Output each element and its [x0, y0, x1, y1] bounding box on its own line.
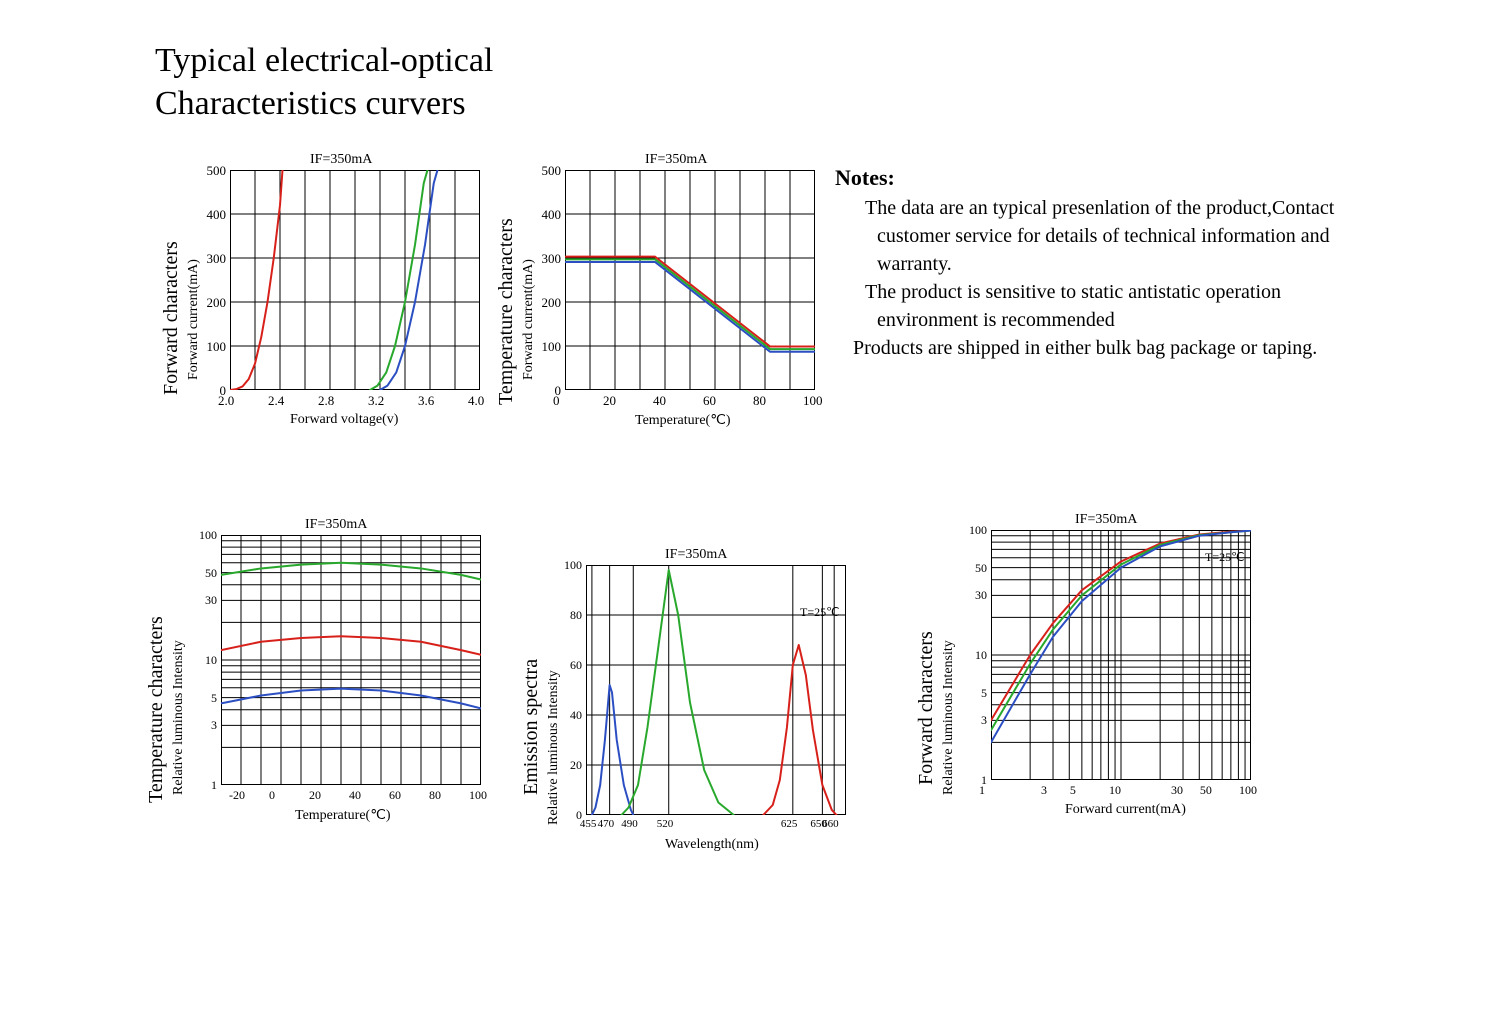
chart5-annot: T=25℃ — [1205, 550, 1245, 565]
chart5-xticks: 135103050100 — [991, 783, 1251, 799]
chart2-yticks: 0100200300400500 — [535, 170, 561, 390]
chart-forward-intensity: Forward characters Relative luminous Int… — [915, 510, 1285, 840]
notes-para-2: The product is sensitive to static antis… — [865, 278, 1355, 334]
chart3-outer-label: Temperature characters — [145, 616, 168, 803]
title-line2: Characteristics curvers — [155, 85, 466, 122]
notes-para-3: Products are shipped in either bulk bag … — [853, 334, 1355, 362]
chart1-plot — [230, 170, 480, 390]
chart1-yticks: 0100200300400500 — [200, 170, 226, 390]
chart3-inner-label: Relative luminous Intensity — [171, 640, 187, 795]
chart4-xlabel: Wavelength(nm) — [665, 837, 759, 853]
chart4-subtitle: IF=350mA — [665, 547, 727, 563]
chart3-plot — [221, 535, 481, 785]
chart3-subtitle: IF=350mA — [305, 517, 367, 533]
chart1-xticks: 2.02.42.83.23.64.0 — [230, 393, 480, 409]
chart-temp-intensity: Temperature characters Relative luminous… — [145, 515, 505, 845]
notes-block: Notes: The data are an typical presenlat… — [835, 163, 1355, 362]
chart2-xlabel: Temperature(℃) — [635, 412, 731, 429]
chart4-outer-label: Emission spectra — [520, 659, 543, 795]
chart1-xlabel: Forward voltage(v) — [290, 412, 398, 428]
chart4-plot — [586, 565, 846, 815]
chart3-yticks: 135103050100 — [191, 535, 217, 785]
chart1-subtitle: IF=350mA — [310, 152, 372, 168]
chart4-annot: T=25℃ — [800, 605, 840, 620]
page: Typical electrical-optical Characteristi… — [0, 0, 1500, 1013]
chart-forward-iv: Forward characters Forward current(mA) I… — [160, 150, 500, 450]
chart4-yticks: 020406080100 — [556, 565, 582, 815]
chart-temp-derating: Temperature characters Forward current(m… — [495, 150, 835, 450]
chart1-outer-label: Forward characters — [160, 241, 183, 395]
title-line1: Typical electrical-optical — [155, 42, 493, 79]
chart5-plot — [991, 530, 1251, 780]
chart-emission-spectra: Emission spectra Relative luminous Inten… — [520, 545, 880, 875]
chart4-xticks: 455470490520625650660 — [586, 818, 846, 834]
notes-heading: Notes: — [835, 163, 1355, 194]
chart5-outer-label: Forward characters — [915, 631, 938, 785]
chart5-inner-label: Relative luminous Intensity — [941, 640, 957, 795]
chart2-subtitle: IF=350mA — [645, 152, 707, 168]
chart3-xticks: -20020406080100 — [221, 788, 481, 804]
chart5-subtitle: IF=350mA — [1075, 512, 1137, 528]
notes-para-1: The data are an typical presenlation of … — [865, 194, 1355, 278]
chart5-yticks: 135103050100 — [961, 530, 987, 780]
chart2-plot — [565, 170, 815, 390]
chart2-outer-label: Temperature characters — [495, 218, 518, 405]
page-title: Typical electrical-optical Characteristi… — [155, 40, 493, 125]
chart2-xticks: 020406080100 — [565, 393, 815, 409]
chart3-xlabel: Temperature(℃) — [295, 807, 391, 824]
chart5-xlabel: Forward current(mA) — [1065, 802, 1186, 818]
